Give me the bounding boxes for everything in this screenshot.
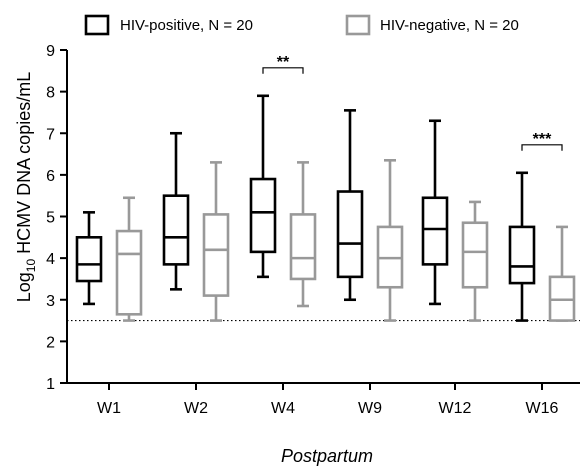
bracket-line	[521, 144, 563, 151]
y-tick-label: 5	[46, 210, 55, 227]
x-axis-title: Postpartum	[281, 446, 373, 466]
iqr-box	[336, 190, 364, 279]
y-tick-label: 4	[46, 251, 55, 268]
box-hiv-negative	[461, 200, 489, 322]
iqr-box	[421, 196, 449, 266]
x-tick-label: W9	[358, 400, 382, 417]
iqr-box	[115, 229, 143, 316]
legend-swatch	[345, 14, 371, 36]
box-hiv-positive	[421, 119, 449, 306]
box-hiv-negative	[115, 196, 143, 322]
x-tick-label: W1	[97, 400, 121, 417]
legend-label: HIV-negative, N = 20	[380, 17, 519, 34]
y-tick-label: 7	[46, 126, 55, 143]
iqr-box	[508, 225, 536, 285]
significance-label: **	[277, 54, 290, 71]
box-hiv-positive	[508, 171, 536, 322]
y-tick-label: 6	[46, 168, 55, 185]
legend: HIV-positive, N = 20 HIV-negative, N = 20	[84, 14, 519, 36]
y-tick-label: 2	[46, 334, 55, 351]
y-axis-title: Log10 HCMV DNA copies/mL	[14, 72, 38, 302]
box-hiv-positive	[162, 131, 190, 291]
axes: 1 2 3 4 5 6 7 8 9 W1 W2 W4 W9 W12 W16	[46, 43, 580, 417]
legend-label: HIV-positive, N = 20	[120, 17, 253, 34]
iqr-box	[289, 213, 317, 281]
box-hiv-positive	[249, 94, 277, 279]
box-hiv-negative	[202, 161, 230, 322]
legend-swatch	[84, 14, 110, 36]
bracket-line	[262, 67, 304, 74]
x-tick-label: W16	[526, 400, 559, 417]
iqr-box	[249, 177, 277, 254]
box-hiv-negative	[548, 225, 576, 322]
y-tick-label: 9	[46, 43, 55, 60]
box-hiv-negative	[289, 161, 317, 308]
x-tick-label: W2	[184, 400, 208, 417]
iqr-box	[162, 194, 190, 266]
x-tick-label: W12	[439, 400, 472, 417]
significance-bracket: **	[262, 54, 304, 74]
iqr-box	[75, 236, 103, 283]
significance-bracket: ***	[521, 131, 563, 151]
significance-label: ***	[533, 131, 552, 148]
box-hiv-positive	[336, 109, 364, 302]
significance-annotations: *****	[262, 54, 563, 151]
y-tick-label: 8	[46, 85, 55, 102]
y-tick-label: 1	[46, 376, 55, 393]
plot-area	[67, 94, 580, 322]
x-tick-label: W4	[271, 400, 295, 417]
iqr-box	[461, 221, 489, 289]
iqr-box	[202, 213, 230, 297]
legend-item: HIV-negative, N = 20	[345, 14, 519, 36]
y-tick-label: 3	[46, 293, 55, 310]
box-hiv-positive	[75, 211, 103, 306]
legend-item: HIV-positive, N = 20	[84, 14, 253, 36]
box-hiv-negative	[376, 159, 404, 322]
